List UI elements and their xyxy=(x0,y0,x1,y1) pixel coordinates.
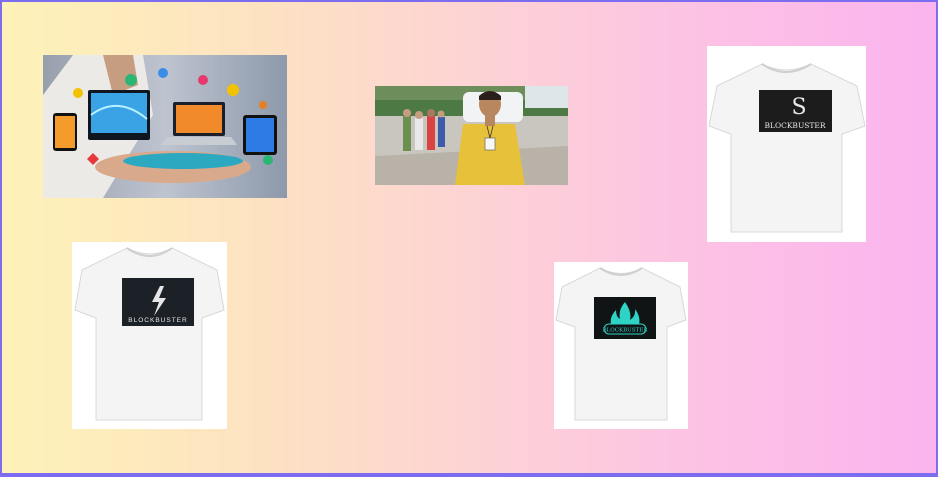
shirt-label: BLOCKBUSTER xyxy=(764,121,825,130)
tshirt-icon: S BLOCKBUSTER xyxy=(708,63,866,233)
tshirt-flame-image[interactable]: BLOCKBUSTER xyxy=(554,262,688,429)
flame-icon xyxy=(610,302,640,328)
tshirt-icon: BLOCKBUSTER xyxy=(74,247,225,421)
lightning-icon xyxy=(152,286,166,316)
shirt-label: BLOCKBUSTER xyxy=(128,317,187,324)
tech-devices-image[interactable] xyxy=(43,55,287,198)
snake-logo: S xyxy=(791,95,806,120)
tour-guide-image[interactable] xyxy=(375,86,568,185)
tour-group-icon xyxy=(375,86,568,185)
shirt-label: BLOCKBUSTER xyxy=(603,328,649,334)
tshirt-lightning-image[interactable]: BLOCKBUSTER xyxy=(72,242,227,429)
devices-hand-icon xyxy=(43,55,287,198)
tshirt-snake-image[interactable]: S BLOCKBUSTER xyxy=(707,46,866,242)
tshirt-icon: BLOCKBUSTER xyxy=(555,267,687,421)
